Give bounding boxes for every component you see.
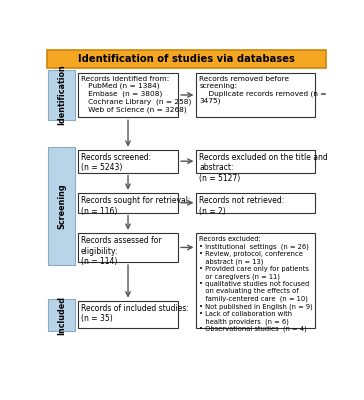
FancyBboxPatch shape <box>197 150 315 173</box>
FancyBboxPatch shape <box>78 233 178 262</box>
FancyBboxPatch shape <box>197 193 315 213</box>
FancyBboxPatch shape <box>48 299 75 331</box>
Text: Records assessed for
eligibility:
(n = 114): Records assessed for eligibility: (n = 1… <box>81 236 161 266</box>
Text: Records removed before
screening:
    Duplicate records removed (n =
3475): Records removed before screening: Duplic… <box>199 76 327 104</box>
Text: Records sought for retrieval:
(n = 116): Records sought for retrieval: (n = 116) <box>81 196 190 216</box>
FancyBboxPatch shape <box>48 70 75 120</box>
FancyBboxPatch shape <box>78 150 178 173</box>
Text: Records excluded on the title and
abstract:
(n = 5127): Records excluded on the title and abstra… <box>199 153 328 183</box>
FancyBboxPatch shape <box>47 50 326 68</box>
Text: Identification: Identification <box>57 64 66 125</box>
Text: Records screened:
(n = 5243): Records screened: (n = 5243) <box>81 153 151 172</box>
FancyBboxPatch shape <box>78 300 178 328</box>
FancyBboxPatch shape <box>78 193 178 213</box>
FancyBboxPatch shape <box>78 73 178 117</box>
Text: Included: Included <box>57 296 66 335</box>
Text: Records excluded:
• Institutional  settings  (n = 26)
• Review, protocol, confer: Records excluded: • Institutional settin… <box>199 236 313 332</box>
Text: Records of included studies:
(n = 35): Records of included studies: (n = 35) <box>81 304 189 323</box>
Text: Records identified from:
   PubMed (n = 1384)
   Embase  (n = 3808)
   Cochrane : Records identified from: PubMed (n = 138… <box>81 76 191 113</box>
Text: Records not retrieved:
(n = 2): Records not retrieved: (n = 2) <box>199 196 285 216</box>
FancyBboxPatch shape <box>48 146 75 265</box>
FancyBboxPatch shape <box>197 73 315 117</box>
FancyBboxPatch shape <box>197 233 315 328</box>
Text: Screening: Screening <box>57 183 66 229</box>
Text: Identification of studies via databases: Identification of studies via databases <box>78 54 295 64</box>
